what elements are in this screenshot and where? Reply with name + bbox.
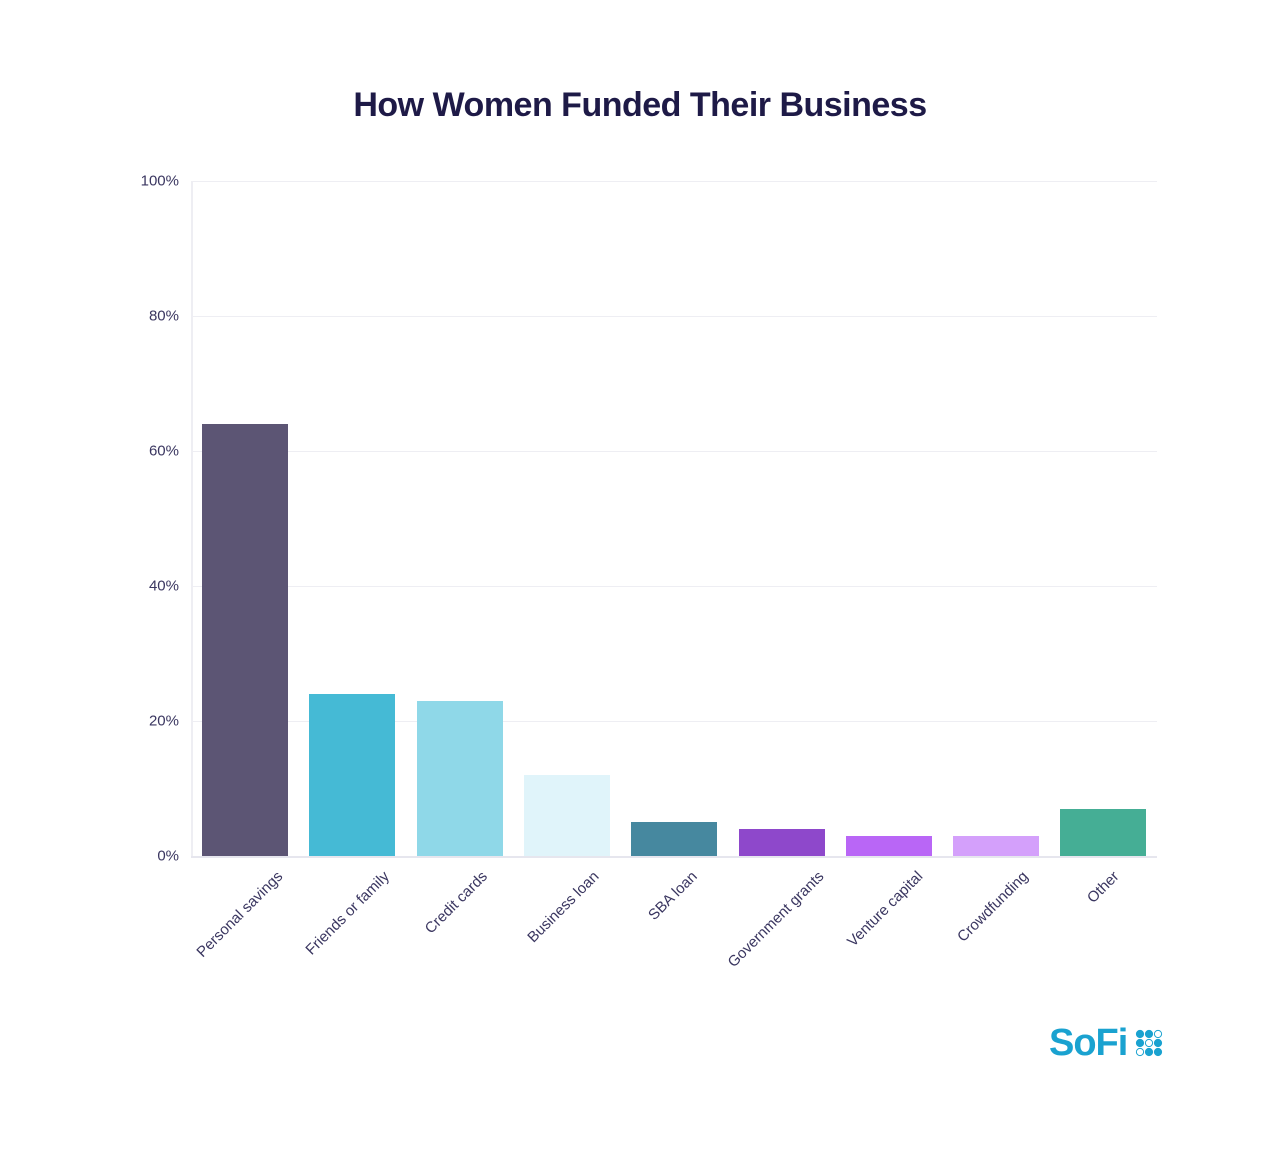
bar-business-loan <box>523 775 610 856</box>
bar-crowdfunding <box>953 835 1040 856</box>
x-tick-label: Venture capital <box>843 868 926 951</box>
y-axis-line <box>191 181 193 857</box>
bar-venture-capital <box>845 835 932 856</box>
y-tick-label: 0% <box>157 847 179 865</box>
x-tick-label: Crowdfunding <box>953 868 1032 946</box>
bar-sba-loan <box>631 822 718 856</box>
chart-title: How Women Funded Their Business <box>353 86 927 124</box>
y-tick-label: 60% <box>148 442 179 460</box>
y-tick-label: 40% <box>148 577 179 595</box>
y-tick-label: 80% <box>148 307 179 325</box>
bar-government-grants <box>738 829 825 856</box>
x-tick-label: Credit cards <box>422 868 492 938</box>
plot-area <box>191 181 1157 858</box>
gridline <box>191 586 1157 587</box>
gridline <box>191 181 1157 182</box>
bar-other <box>1060 808 1147 856</box>
gridline <box>191 721 1157 722</box>
x-tick-label: Friends or family <box>302 868 393 959</box>
x-tick-label: Other <box>1083 868 1123 907</box>
bar-credit-cards <box>416 700 503 856</box>
gridline <box>191 451 1157 452</box>
x-tick-label: SBA loan <box>644 868 701 924</box>
x-tick-label: Personal savings <box>193 868 287 961</box>
y-tick-label: 20% <box>148 712 179 730</box>
bar-friends-or-family <box>309 694 396 856</box>
x-axis-line <box>191 856 1157 858</box>
sofi-logo: SoFi <box>1049 1022 1165 1065</box>
y-tick-label: 100% <box>140 172 179 190</box>
gridline <box>191 316 1157 317</box>
bar-personal-savings <box>202 424 288 856</box>
x-tick-label: Government grants <box>724 868 828 971</box>
logo-text: SoFi <box>1049 1022 1128 1064</box>
x-tick-label: Business loan <box>524 868 603 947</box>
sofi-dots-icon <box>1136 1029 1163 1056</box>
